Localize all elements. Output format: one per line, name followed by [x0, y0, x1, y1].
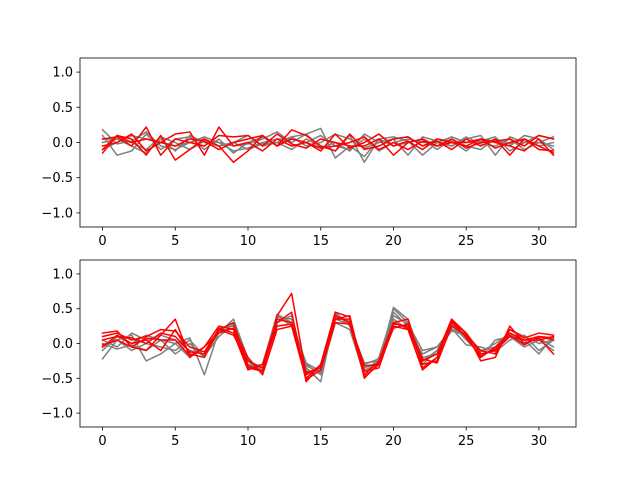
y-tick-label: −0.5: [41, 372, 73, 387]
x-tick-label: 25: [458, 434, 475, 449]
series-line-9: [101, 134, 555, 157]
y-tick-label: 1.0: [52, 66, 73, 81]
x-tick-label: 0: [98, 434, 106, 449]
x-tick-label: 30: [531, 434, 548, 449]
x-tick-label: 25: [458, 234, 475, 249]
y-tick-label: 1.0: [52, 267, 73, 282]
x-tick-label: 15: [312, 234, 329, 249]
x-tick-label: 10: [240, 234, 257, 249]
series-line-8: [101, 126, 555, 156]
x-tick-label: 20: [385, 434, 402, 449]
y-tick-label: −1.0: [41, 206, 73, 221]
series-line-9: [101, 314, 555, 380]
y-tick-label: 0.0: [52, 337, 73, 352]
x-tick-label: 20: [385, 234, 402, 249]
x-tick-label: 5: [171, 434, 179, 449]
y-tick-label: −0.5: [41, 171, 73, 186]
y-tick-label: 0.5: [52, 302, 73, 317]
y-tick-label: −1.0: [41, 407, 73, 422]
subplot-bottom: 0 5 10 15 20 25 30 −1.0 −0.5 0.0 0.5 1.0: [41, 259, 577, 449]
series-line-8: [101, 318, 555, 374]
x-tick-label: 30: [531, 234, 548, 249]
x-tick-label: 0: [98, 234, 106, 249]
series-line-6: [101, 129, 555, 163]
y-tick-label: 0.0: [52, 136, 73, 151]
x-tick-label: 5: [171, 234, 179, 249]
subplot-top: 0 5 10 15 20 25 30 −1.0 −0.5 0.0 0.5 1.0: [41, 57, 577, 249]
x-tick-label: 10: [240, 434, 257, 449]
y-tick-label: 0.5: [52, 101, 73, 116]
series-line-10: [101, 318, 555, 381]
x-tick-label: 15: [312, 434, 329, 449]
